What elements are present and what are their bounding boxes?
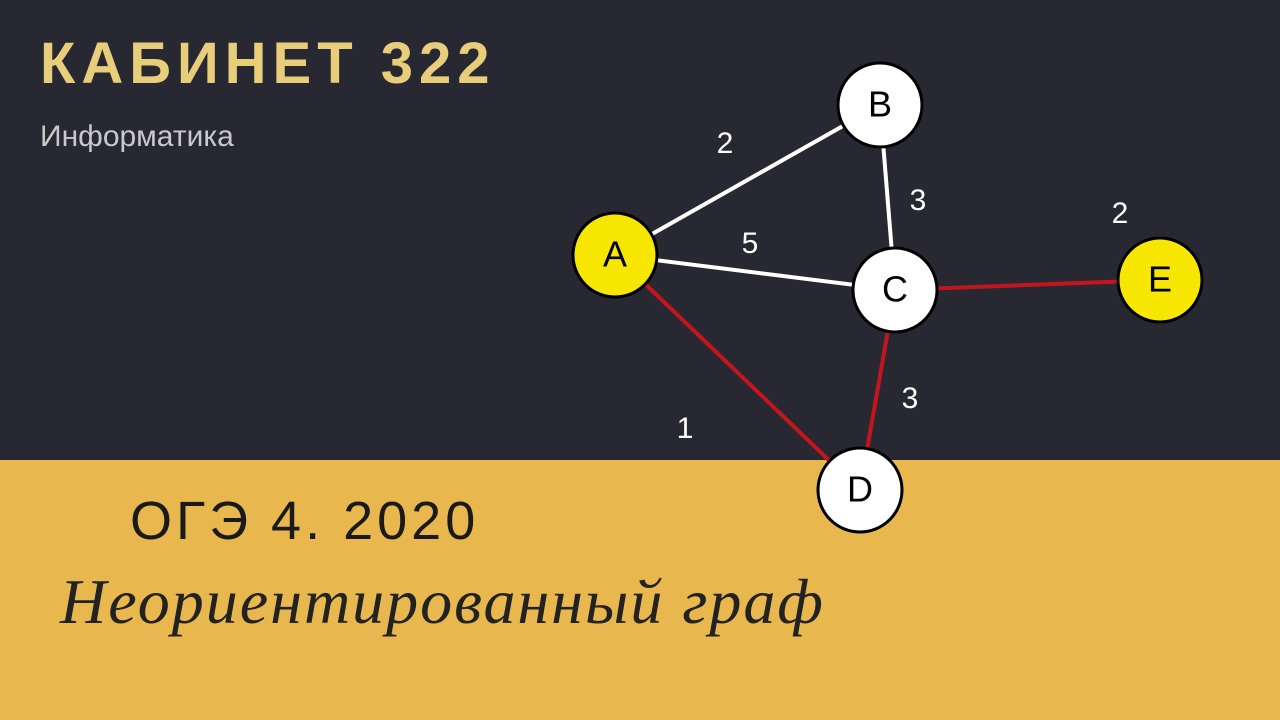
banner-title: ОГЭ 4. 2020 xyxy=(130,490,479,552)
page-title: КАБИНЕТ 322 xyxy=(40,30,496,97)
graph-diagram: 2 5 3 1 3 2 A B C D E xyxy=(500,30,1220,530)
edge-weight-label: 1 xyxy=(677,412,694,445)
node-label: D xyxy=(847,469,873,510)
page-subtitle: Информатика xyxy=(40,120,234,154)
node-label: E xyxy=(1148,259,1172,300)
edge-weight-label: 2 xyxy=(1112,197,1129,230)
node-label: B xyxy=(868,84,892,125)
node-label: A xyxy=(603,234,627,275)
node-label: C xyxy=(882,269,908,310)
edge-weight-label: 5 xyxy=(742,227,759,260)
edge-weight-label: 3 xyxy=(910,184,927,217)
edge-weight-label: 3 xyxy=(902,382,919,415)
edge-weight-label: 2 xyxy=(717,127,734,160)
graph-edge xyxy=(615,255,860,490)
banner-subtitle: Неориентированный граф xyxy=(60,565,825,639)
